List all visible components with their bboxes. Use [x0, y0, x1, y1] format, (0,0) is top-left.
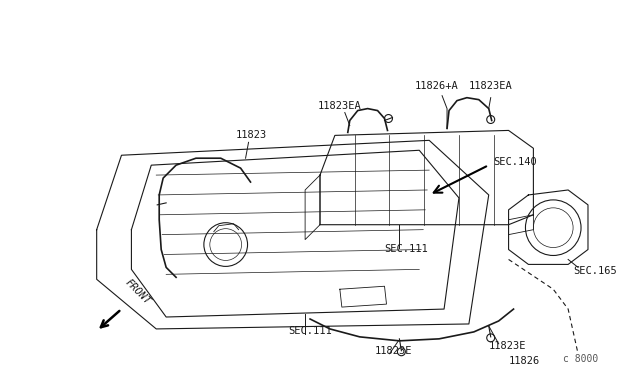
- Text: 11823: 11823: [236, 130, 267, 140]
- Text: 11823EA: 11823EA: [469, 81, 513, 91]
- Text: 11823E: 11823E: [489, 341, 526, 351]
- Text: 11826: 11826: [509, 356, 540, 366]
- Text: SEC.140: SEC.140: [493, 157, 538, 167]
- Text: 11823EA: 11823EA: [318, 100, 362, 110]
- Text: SEC.165: SEC.165: [573, 266, 617, 276]
- Text: SEC.111: SEC.111: [288, 326, 332, 336]
- Text: FRONT: FRONT: [124, 277, 153, 306]
- Text: SEC.111: SEC.111: [385, 244, 428, 253]
- Text: 11826+A: 11826+A: [414, 81, 458, 91]
- Text: c 8000: c 8000: [563, 354, 598, 364]
- Text: 11823E: 11823E: [374, 346, 412, 356]
